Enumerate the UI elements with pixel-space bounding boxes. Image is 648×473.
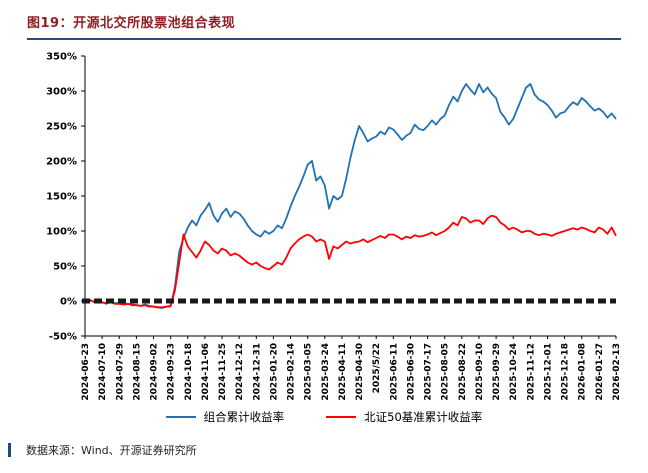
line-chart: -50% 0% 50% 100% 150% 200% 250% 300% 350% 2024-06…	[46, 52, 622, 401]
title-divider	[27, 38, 621, 40]
x-axis-label: 2024-11-06	[201, 343, 211, 401]
legend-item-portfolio: 组合累计收益率	[165, 409, 285, 425]
legend-line-red-icon	[326, 416, 357, 418]
legend-line-blue-icon	[165, 416, 196, 418]
x-axis-label: 2025/5/22	[372, 343, 382, 393]
x-axis-label: 2025-12-01	[543, 343, 553, 401]
x-axis-label: 2024-10-18	[184, 343, 194, 401]
x-axis-label: 2024-07-10	[98, 343, 108, 401]
x-axis-label: 2025-03-24	[321, 343, 331, 401]
x-axis-label: 2024-12-12	[235, 343, 245, 401]
x-axis-label: 2025-09-10	[475, 343, 485, 401]
x-axis-label: 2025-09-29	[492, 343, 502, 401]
y-axis-label: 200%	[46, 157, 77, 168]
y-axis-label: -50%	[49, 332, 77, 343]
x-axis-label: 2024-06-23	[81, 343, 91, 401]
x-axis-label: 2024-11-25	[218, 343, 228, 401]
figure-title: 图19：开源北交所股票池组合表现	[27, 16, 236, 31]
x-axis-label: 2024-09-23	[167, 343, 177, 401]
legend-item-benchmark: 北证50基准累计收益率	[326, 409, 482, 425]
y-axis-label: 50%	[53, 262, 77, 273]
x-axis-label: 2025-07-17	[424, 343, 434, 401]
x-axis-label: 2026-01-27	[595, 343, 605, 401]
y-axis-label: 100%	[46, 227, 77, 238]
x-axis-label: 2025-11-12	[526, 343, 536, 401]
y-axis-label: 350%	[46, 52, 77, 63]
x-axis-label: 2025-04-30	[355, 343, 365, 401]
source-accent-bar	[8, 443, 11, 457]
y-axis-label: 150%	[46, 192, 77, 203]
x-axis-label: 2024-09-02	[150, 343, 160, 401]
source-text: 数据来源：Wind、开源证券研究所	[26, 444, 197, 457]
x-axis-label: 2024-12-31	[252, 343, 262, 401]
x-axis-label: 2024-08-15	[132, 343, 142, 401]
x-axis-label: 2026-02-13	[612, 343, 622, 401]
x-axis-label: 2025-03-05	[304, 343, 314, 401]
x-axis-label: 2025-06-11	[389, 343, 399, 401]
legend-label-benchmark: 北证50基准累计收益率	[364, 410, 483, 424]
x-axis-label: 2025-06-30	[406, 343, 416, 401]
series-line-portfolio	[84, 83, 617, 309]
x-axis-label: 2025-12-18	[561, 343, 571, 401]
y-axis-label: 300%	[46, 87, 77, 98]
x-axis-label: 2025-08-22	[458, 343, 468, 401]
chart-legend: 组合累计收益率 北证50基准累计收益率	[0, 408, 648, 426]
x-axis-label: 2025-08-05	[441, 343, 451, 401]
x-axis-label: 2025-10-24	[509, 343, 519, 401]
y-axis-label: 250%	[46, 122, 77, 133]
x-axis-label: 2026-01-08	[578, 343, 588, 401]
x-axis-label: 2025-02-14	[287, 343, 297, 401]
data-source: 数据来源：Wind、开源证券研究所	[8, 442, 648, 458]
y-axis-label: 0%	[60, 297, 77, 308]
x-axis-label: 2025-01-20	[269, 343, 279, 401]
x-axis-label: 2024-07-29	[115, 343, 125, 401]
series-line-benchmark	[84, 214, 617, 309]
legend-label-portfolio: 组合累计收益率	[203, 410, 285, 424]
x-axis-label: 2025-04-11	[338, 343, 348, 401]
